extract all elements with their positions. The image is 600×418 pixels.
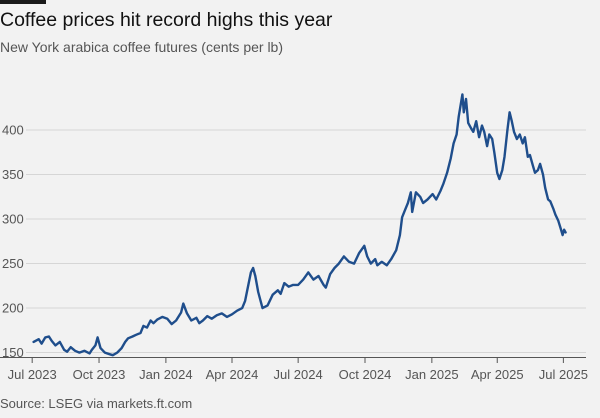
x-tick-label: Jan 2025 bbox=[405, 367, 459, 382]
x-tick-label: Jul 2023 bbox=[8, 367, 57, 382]
x-tick-label: Jul 2024 bbox=[274, 367, 323, 382]
x-tick-label: Oct 2024 bbox=[339, 367, 392, 382]
y-tick-label: 150 bbox=[2, 345, 24, 360]
y-tick-label: 300 bbox=[2, 212, 24, 227]
y-tick-label: 250 bbox=[2, 256, 24, 271]
y-tick-label: 400 bbox=[2, 123, 24, 138]
source-note: Source: LSEG via markets.ft.com bbox=[0, 396, 193, 411]
series-line bbox=[32, 93, 567, 357]
x-tick-label: Jan 2024 bbox=[139, 367, 193, 382]
x-axis bbox=[0, 357, 586, 363]
gridlines bbox=[26, 129, 586, 354]
y-tick-label: 200 bbox=[2, 301, 24, 316]
x-tick-label: Apr 2024 bbox=[206, 367, 259, 382]
series bbox=[32, 93, 567, 357]
y-tick-label: 350 bbox=[2, 167, 24, 182]
x-axis-labels: Jul 2023 Oct 2023 Jan 2024 Apr 2024 Jul 2024… bbox=[8, 367, 588, 382]
x-tick-label: Oct 2023 bbox=[73, 367, 126, 382]
x-tick-label: Jul 2025 bbox=[539, 367, 588, 382]
y-axis-labels: 150 200 250 300 350 400 bbox=[2, 123, 24, 360]
top-rule bbox=[0, 0, 46, 4]
x-tick-label: Apr 2025 bbox=[471, 367, 524, 382]
chart-title: Coffee prices hit record highs this year bbox=[0, 9, 333, 31]
chart-subtitle: New York arabica coffee futures (cents p… bbox=[0, 39, 284, 55]
